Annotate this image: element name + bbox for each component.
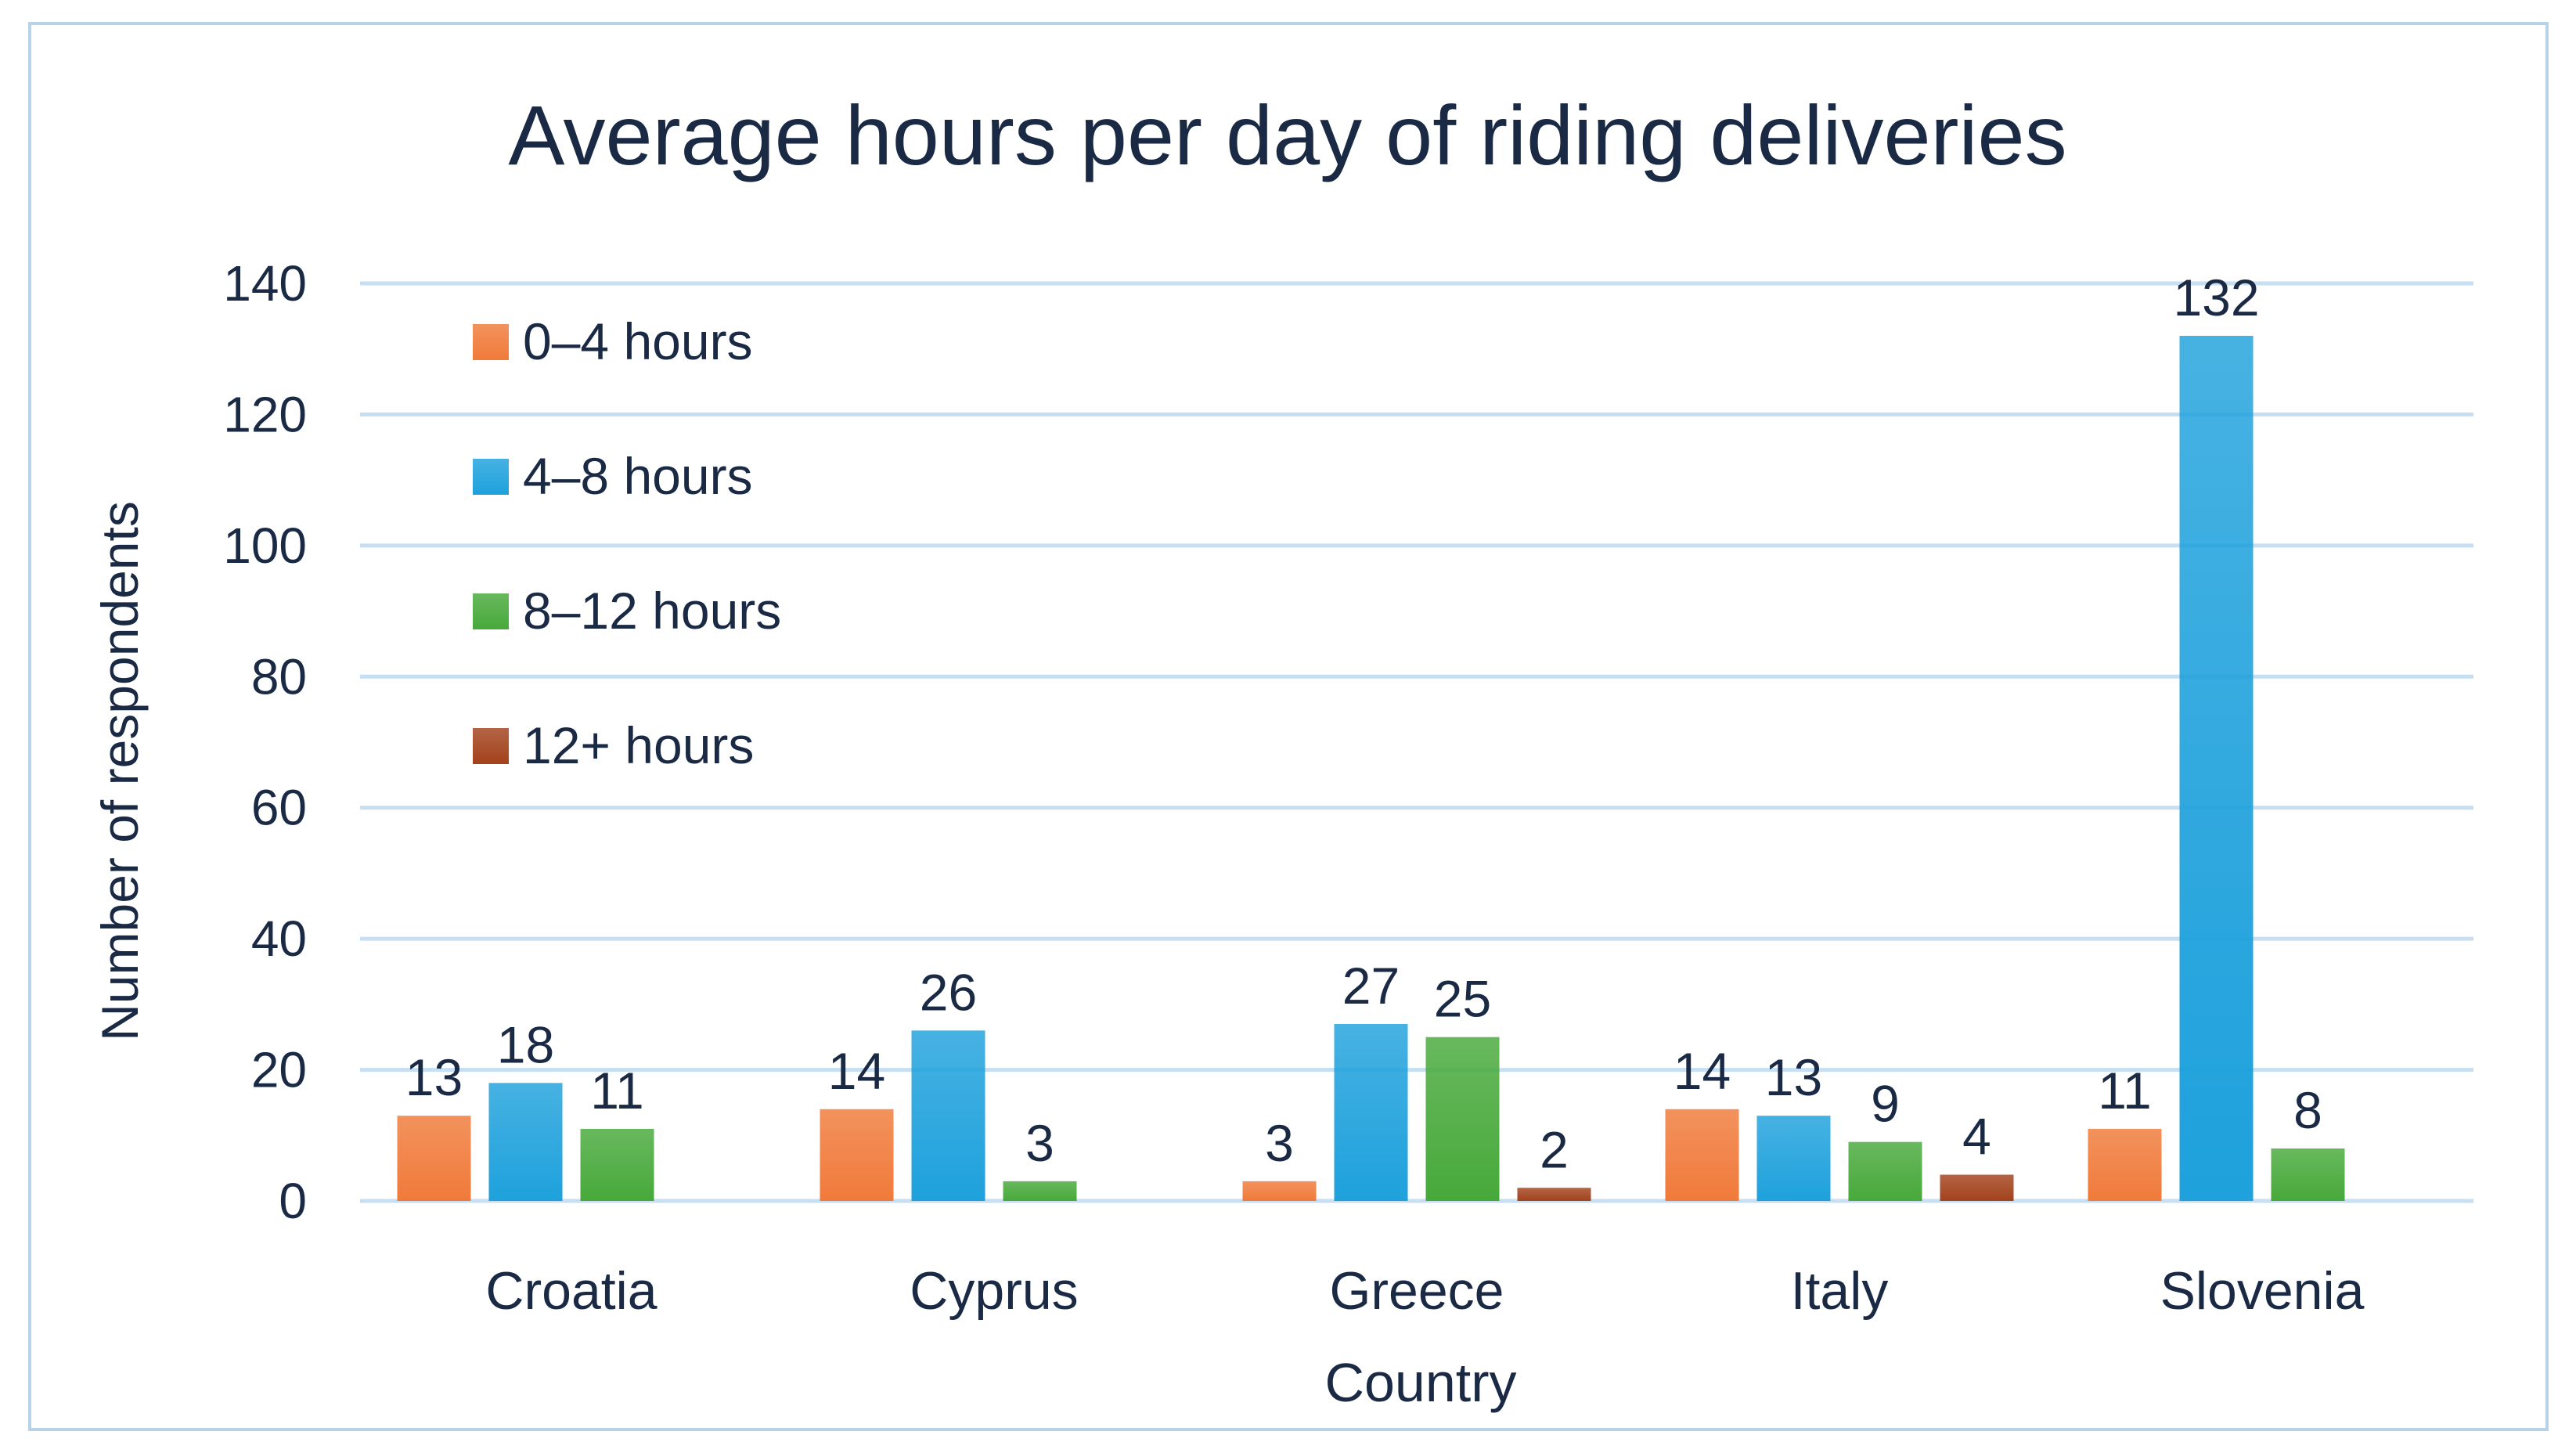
- y-axis-label: Number of respondents: [91, 501, 149, 1041]
- legend-swatch: [473, 593, 509, 629]
- bar: [2088, 1128, 2162, 1201]
- data-label: 13: [1765, 1048, 1822, 1106]
- bar: [1003, 1181, 1077, 1201]
- legend-label: 4–8 hours: [523, 447, 753, 505]
- chart-title: Average hours per day of riding deliveri…: [508, 88, 2066, 182]
- bar: [1425, 1037, 1500, 1201]
- legend-swatch: [473, 459, 509, 495]
- y-tick-label: 20: [251, 1042, 307, 1098]
- data-label: 11: [590, 1062, 644, 1119]
- x-tick-label: Cyprus: [910, 1261, 1078, 1321]
- bar: [1756, 1116, 1831, 1201]
- data-label: 3: [1025, 1114, 1054, 1172]
- data-label: 9: [1871, 1075, 1900, 1133]
- data-label: 8: [2293, 1081, 2322, 1139]
- bar: [1242, 1181, 1317, 1201]
- data-label: 14: [828, 1042, 885, 1100]
- x-axis-ticks: Croatia Cyprus Greece Italy Slovenia: [485, 1261, 2364, 1321]
- legend-swatch: [473, 728, 509, 764]
- x-tick-label: Italy: [1791, 1261, 1889, 1321]
- bar: [911, 1030, 985, 1201]
- data-label: 2: [1540, 1120, 1569, 1178]
- x-axis-label: Country: [1324, 1352, 1516, 1413]
- data-labels: 13 18 11 14 26 3 3 27 25 2 14 13 9 4 11 132 8: [405, 269, 2322, 1178]
- x-tick-label: Slovenia: [2160, 1261, 2365, 1321]
- y-tick-label: 80: [251, 648, 307, 705]
- data-label: 25: [1434, 970, 1491, 1028]
- data-label: 18: [497, 1015, 554, 1073]
- bar: [1517, 1188, 1591, 1201]
- bar: [488, 1083, 563, 1201]
- y-tick-label: 100: [223, 517, 307, 574]
- legend: 0–4 hours 4–8 hours 8–12 hours 12+ hours: [473, 312, 781, 774]
- bar: [1940, 1174, 2014, 1201]
- y-tick-label: 40: [251, 910, 307, 967]
- y-tick-label: 60: [251, 780, 307, 836]
- legend-label: 8–12 hours: [523, 582, 781, 640]
- data-label: 13: [405, 1048, 463, 1106]
- bar: [820, 1109, 894, 1201]
- data-label: 14: [1673, 1042, 1731, 1100]
- bar: [2271, 1148, 2345, 1201]
- data-label: 3: [1265, 1114, 1294, 1172]
- bars: [397, 335, 2345, 1201]
- bar: [1665, 1109, 1739, 1201]
- data-label: 11: [2098, 1062, 2152, 1119]
- legend-swatch: [473, 324, 509, 360]
- bar: [580, 1128, 654, 1201]
- y-tick-label: 120: [223, 386, 307, 442]
- bar: [2179, 335, 2254, 1201]
- bar: [397, 1116, 471, 1201]
- data-label: 27: [1342, 957, 1400, 1015]
- data-label: 4: [1962, 1108, 1991, 1166]
- y-axis-ticks: 0 20 40 60 80 100 120 140: [223, 255, 307, 1229]
- y-tick-label: 0: [279, 1173, 307, 1229]
- bar: [1334, 1023, 1408, 1201]
- legend-label: 12+ hours: [523, 716, 754, 774]
- data-label: 132: [2173, 269, 2259, 326]
- x-tick-label: Croatia: [485, 1261, 657, 1321]
- x-tick-label: Greece: [1330, 1261, 1504, 1321]
- bar: [1848, 1141, 1922, 1201]
- data-label: 26: [920, 963, 977, 1021]
- y-tick-label: 140: [223, 255, 307, 312]
- legend-label: 0–4 hours: [523, 312, 753, 370]
